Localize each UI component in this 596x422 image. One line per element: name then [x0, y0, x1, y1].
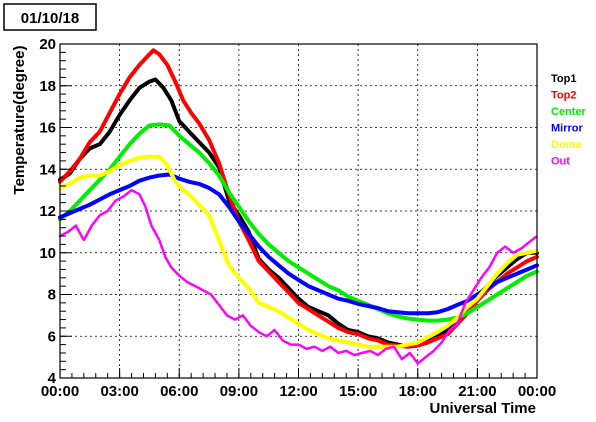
y-tick-label: 6 [48, 328, 56, 345]
series-line-out [58, 188, 539, 365]
x-axis-title: Universal Time [430, 400, 536, 417]
x-tick-label: 06:00 [160, 383, 198, 400]
date-label: 01/10/18 [21, 10, 79, 27]
x-tick-label: 00:00 [518, 383, 556, 400]
y-tick-label: 16 [39, 120, 56, 137]
legend-entry-out: Out [551, 156, 570, 168]
y-tick-label: 10 [39, 245, 56, 262]
x-tick-label: 09:00 [220, 383, 258, 400]
series-line-mirror [58, 172, 539, 316]
x-axis-ticks: 00:00 03:00 06:00 09:00 12:00 15:00 18:00 21:00… [41, 368, 556, 400]
y-tick-label: 4 [48, 370, 57, 387]
date-label-frame [3, 3, 97, 31]
date-label-box: 01/10/18 [3, 3, 97, 31]
y-tick-label: 18 [39, 78, 56, 95]
legend-entry-center: Center [551, 106, 587, 118]
legend-entry-top2: Top2 [551, 90, 576, 102]
series-line-dome [58, 154, 539, 349]
y-axis-title: Temperature(degree) [11, 46, 28, 195]
y-axis-ticks: 4 6 8 10 12 14 16 18 20 [39, 36, 72, 387]
y-tick-label: 14 [39, 161, 56, 178]
x-tick-label: 15:00 [339, 383, 377, 400]
legend-entry-top1: Top1 [551, 73, 576, 85]
series-layer [58, 48, 539, 365]
y-tick-label: 12 [39, 203, 56, 220]
y-tick-label: 8 [48, 287, 56, 304]
legend-entry-mirror: Mirror [551, 123, 584, 135]
plot-area: 00:00 03:00 06:00 09:00 12:00 15:00 18:00 21:00… [39, 36, 556, 400]
x-tick-label: 00:00 [41, 383, 79, 400]
y-tick-label: 20 [39, 36, 56, 53]
x-tick-label: 03:00 [100, 383, 138, 400]
x-tick-label: 12:00 [279, 383, 317, 400]
x-tick-label: 21:00 [458, 383, 496, 400]
x-tick-label: 18:00 [399, 383, 437, 400]
grid-lines [60, 44, 537, 378]
legend-entry-dome: Dome [551, 139, 582, 151]
legend: Top1 Top2 Center Mirror Dome Out [551, 73, 587, 168]
